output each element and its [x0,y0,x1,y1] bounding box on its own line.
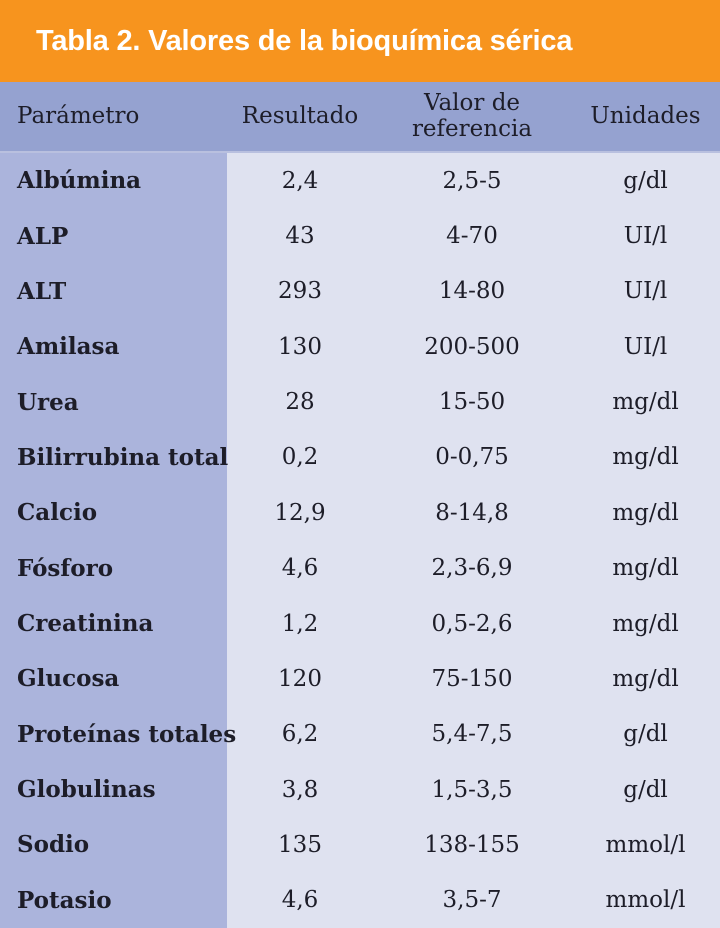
cell-unidades: g/dl [623,721,668,748]
cell-resultado: 3,8 [281,776,319,803]
cell-referencia: 0-0,75 [435,444,509,471]
cell-parametro: Glucosa [0,651,227,707]
cell-referencia: 200-500 [424,333,520,360]
cell-unidades: mg/dl [612,444,679,471]
table-row: Potasio 4,6 3,5-7 mmol/l [0,872,720,928]
cell-referencia: 2,3-6,9 [431,555,513,582]
column-header-valor-referencia: Valor de referencia [411,89,533,142]
table-row: Creatinina 1,2 0,5-2,6 mg/dl [0,595,720,652]
cell-resultado: 4,6 [281,887,319,914]
cell-parametro: Bilirrubina total [0,429,228,486]
table-row: Glucosa 120 75-150 mg/dl [0,651,720,707]
table-row: Amilasa 130 200-500 UI/l [0,319,720,375]
cell-unidades: UI/l [623,223,668,250]
cell-unidades: g/dl [623,167,668,194]
cell-resultado: 4,6 [281,555,319,582]
cell-referencia: 8-14,8 [435,499,509,526]
cell-parametro: Fósforo [0,540,227,596]
cell-parametro: Amilasa [0,319,227,375]
cell-unidades: mg/dl [612,610,679,637]
cell-parametro: Proteínas totales [0,706,236,762]
cell-unidades: UI/l [623,333,668,360]
cell-resultado: 1,2 [281,610,319,637]
cell-parametro: Creatinina [0,595,227,652]
cell-referencia: 4-70 [446,223,498,250]
cell-referencia: 5,4-7,5 [431,721,513,748]
cell-resultado: 293 [278,278,322,305]
table-row: Urea 28 15-50 mg/dl [0,374,720,430]
cell-parametro: Urea [0,374,227,430]
cell-parametro: Globulinas [0,761,227,818]
cell-referencia: 138-155 [424,831,520,858]
cell-parametro: Albúmina [0,153,227,209]
cell-resultado: 0,2 [281,444,319,471]
cell-resultado: 135 [278,831,322,858]
cell-unidades: mg/dl [612,555,679,582]
table-row: Globulinas 3,8 1,5-3,5 g/dl [0,761,720,818]
column-header-parametro: Parámetro [17,102,140,129]
cell-referencia: 15-50 [438,389,506,416]
cell-unidades: mg/dl [612,389,679,416]
cell-parametro: ALT [0,263,227,320]
cell-referencia: 0,5-2,6 [431,610,513,637]
cell-referencia: 2,5-5 [442,167,502,194]
cell-referencia: 14-80 [438,278,506,305]
column-header-resultado: Resultado [241,102,359,129]
cell-referencia: 1,5-3,5 [431,776,513,803]
column-header-unidades: Unidades [590,102,701,129]
table-row: ALT 293 14-80 UI/l [0,263,720,320]
cell-resultado: 43 [285,223,315,250]
cell-unidades: mg/dl [612,665,679,692]
table-row: Fósforo 4,6 2,3-6,9 mg/dl [0,540,720,596]
table-row: Bilirrubina total 0,2 0-0,75 mg/dl [0,429,720,486]
cell-resultado: 120 [278,665,322,692]
cell-parametro: ALP [0,208,227,264]
table-row: Calcio 12,9 8-14,8 mg/dl [0,485,720,541]
cell-resultado: 6,2 [281,721,319,748]
cell-unidades: mmol/l [605,887,686,914]
table-row: Proteínas totales 6,2 5,4-7,5 g/dl [0,706,720,762]
cell-referencia: 75-150 [431,665,513,692]
table-body: Albúmina 2,4 2,5-5 g/dl ALP 43 4-70 UI/l… [0,151,720,928]
table-header-row: Parámetro Resultado Valor de referencia … [0,82,720,151]
cell-parametro: Sodio [0,817,227,873]
cell-parametro: Potasio [0,872,227,928]
cell-parametro: Calcio [0,485,227,541]
table-row: Sodio 135 138-155 mmol/l [0,817,720,873]
cell-unidades: mg/dl [612,499,679,526]
cell-unidades: g/dl [623,776,668,803]
table-row: Albúmina 2,4 2,5-5 g/dl [0,153,720,209]
cell-referencia: 3,5-7 [442,887,502,914]
cell-resultado: 2,4 [281,167,319,194]
cell-unidades: UI/l [623,278,668,305]
cell-resultado: 12,9 [274,499,326,526]
table-title-bar: Tabla 2. Valores de la bioquímica sérica [0,0,720,82]
table-title: Tabla 2. Valores de la bioquímica sérica [36,24,573,57]
cell-resultado: 28 [285,389,315,416]
cell-unidades: mmol/l [605,831,686,858]
table-row: ALP 43 4-70 UI/l [0,208,720,264]
cell-resultado: 130 [278,333,322,360]
